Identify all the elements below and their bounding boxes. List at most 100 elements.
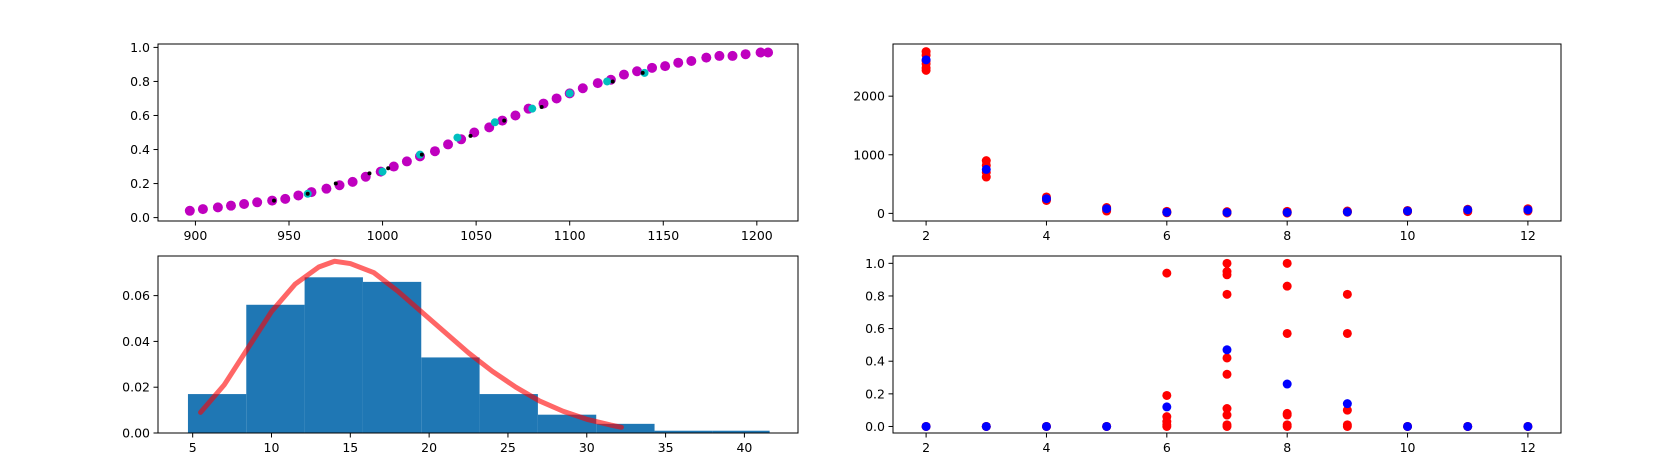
scatter-point (1041, 194, 1051, 204)
y-tick-label: 0.06 (122, 288, 150, 303)
scatter-point (1342, 289, 1352, 299)
histogram-bar (187, 394, 247, 433)
scatter-point (660, 61, 671, 72)
x-tick-label: 8 (1283, 440, 1291, 455)
x-tick-label: 1150 (647, 228, 679, 243)
x-tick-label: 8 (1283, 228, 1291, 243)
scatter-point (565, 89, 574, 98)
plot-marks (187, 258, 770, 433)
scatter-point (1222, 410, 1232, 420)
scatter-point (921, 421, 931, 431)
density-curve-line (198, 258, 624, 430)
y-tick-label: 0.04 (122, 334, 150, 349)
scatter-point (321, 183, 332, 194)
scatter-point (212, 202, 223, 213)
y-tick-label: 0.00 (122, 426, 150, 441)
scatter-point (981, 172, 991, 182)
x-tick-label: 5 (189, 440, 197, 455)
scatter-point (1282, 421, 1292, 431)
scatter-point (1342, 207, 1352, 217)
scatter-point (388, 161, 399, 172)
scatter-point (592, 78, 603, 89)
scatter-point (981, 164, 991, 174)
scatter-point (1342, 328, 1352, 338)
y-tick-label: 2000 (853, 89, 885, 104)
y-tick-label: 1000 (853, 147, 885, 162)
scatter-point (490, 118, 499, 127)
scatter-point (443, 139, 454, 150)
scatter-point (378, 167, 387, 176)
scatter-point (1282, 328, 1292, 338)
probabilities-scatter-chart: 2 4 6 8 10 12 0.0 0.2 0.4 0.6 0.8 1.0 (865, 255, 1562, 455)
scatter-point (1282, 379, 1292, 389)
axes-frame (157, 43, 799, 222)
axes-frame (892, 43, 1562, 222)
scatter-point (367, 171, 372, 176)
y-tick-label: 0.2 (865, 386, 885, 401)
scatter-point (528, 104, 537, 113)
scatter-point (401, 156, 412, 167)
x-tick-label: 2 (922, 228, 930, 243)
scatter-point (184, 205, 195, 216)
x-tick-label: 10 (1400, 228, 1416, 243)
scatter-point (225, 200, 236, 211)
scatter-point (1342, 399, 1352, 409)
scatter-point (701, 52, 712, 63)
scatter-point (347, 176, 358, 187)
x-tick-label: 4 (1042, 440, 1050, 455)
scatter-point (280, 193, 291, 204)
x-tick-label: 4 (1042, 228, 1050, 243)
x-tick-label: 900 (183, 228, 207, 243)
x-tick-label: 30 (579, 440, 595, 455)
sigmoid-scatter-chart: 900 950 1000 1050 1100 1150 1200 0.0 0.2 0.4 0.6 0.… (130, 40, 799, 243)
scatter-point (333, 181, 338, 186)
scatter-point (727, 50, 738, 61)
histogram-bar (596, 423, 655, 433)
x-tick-label: 1050 (460, 228, 492, 243)
scatter-point (981, 421, 991, 431)
scatter-point (1282, 208, 1292, 218)
scatter-point (686, 56, 697, 67)
scatter-point (1342, 421, 1352, 431)
y-tick-label: 0.02 (122, 380, 150, 395)
scatter-point (197, 204, 208, 215)
scatter-point (1222, 208, 1232, 218)
x-tick-label: 35 (658, 440, 674, 455)
scatter-point (252, 197, 263, 208)
histogram-bar (479, 394, 538, 433)
x-tick-label: 15 (342, 440, 358, 455)
y-tick-label: 1.0 (130, 40, 150, 55)
y-tick-label: 0.2 (130, 176, 150, 191)
scatter-point (1403, 421, 1413, 431)
scatter-point (1162, 421, 1172, 431)
x-tick-label: 6 (1163, 440, 1171, 455)
x-tick-label: 1100 (554, 228, 586, 243)
counts-scatter-chart: 2 4 6 8 10 12 0 1000 2000 (853, 43, 1562, 243)
scatter-point (1222, 289, 1232, 299)
scatter-point (1162, 268, 1172, 278)
y-tick-label: 0.6 (865, 321, 885, 336)
scatter-point (484, 122, 495, 133)
histogram-bar (421, 357, 480, 433)
scatter-point (1523, 421, 1533, 431)
scatter-point (1222, 421, 1232, 431)
axes-frame (892, 255, 1562, 434)
scatter-point (1282, 258, 1292, 268)
scatter-point (539, 104, 544, 109)
scatter-point (386, 166, 391, 171)
histogram-bar (712, 430, 770, 433)
scatter-point (1222, 258, 1232, 268)
y-tick-label: 1.0 (865, 256, 885, 271)
y-tick-label: 0.4 (865, 354, 885, 369)
y-tick-label: 0.6 (130, 108, 150, 123)
scatter-point (468, 133, 473, 138)
x-tick-label: 2 (922, 440, 930, 455)
scatter-point (272, 198, 277, 203)
scatter-point (714, 50, 725, 61)
y-tick-label: 0.0 (865, 419, 885, 434)
scatter-point (453, 133, 462, 142)
scatter-point (755, 47, 766, 58)
histogram-chart: 5 10 15 20 25 30 35 40 0.00 0.02 0.04 0.06 (122, 255, 799, 455)
scatter-point (740, 49, 751, 60)
